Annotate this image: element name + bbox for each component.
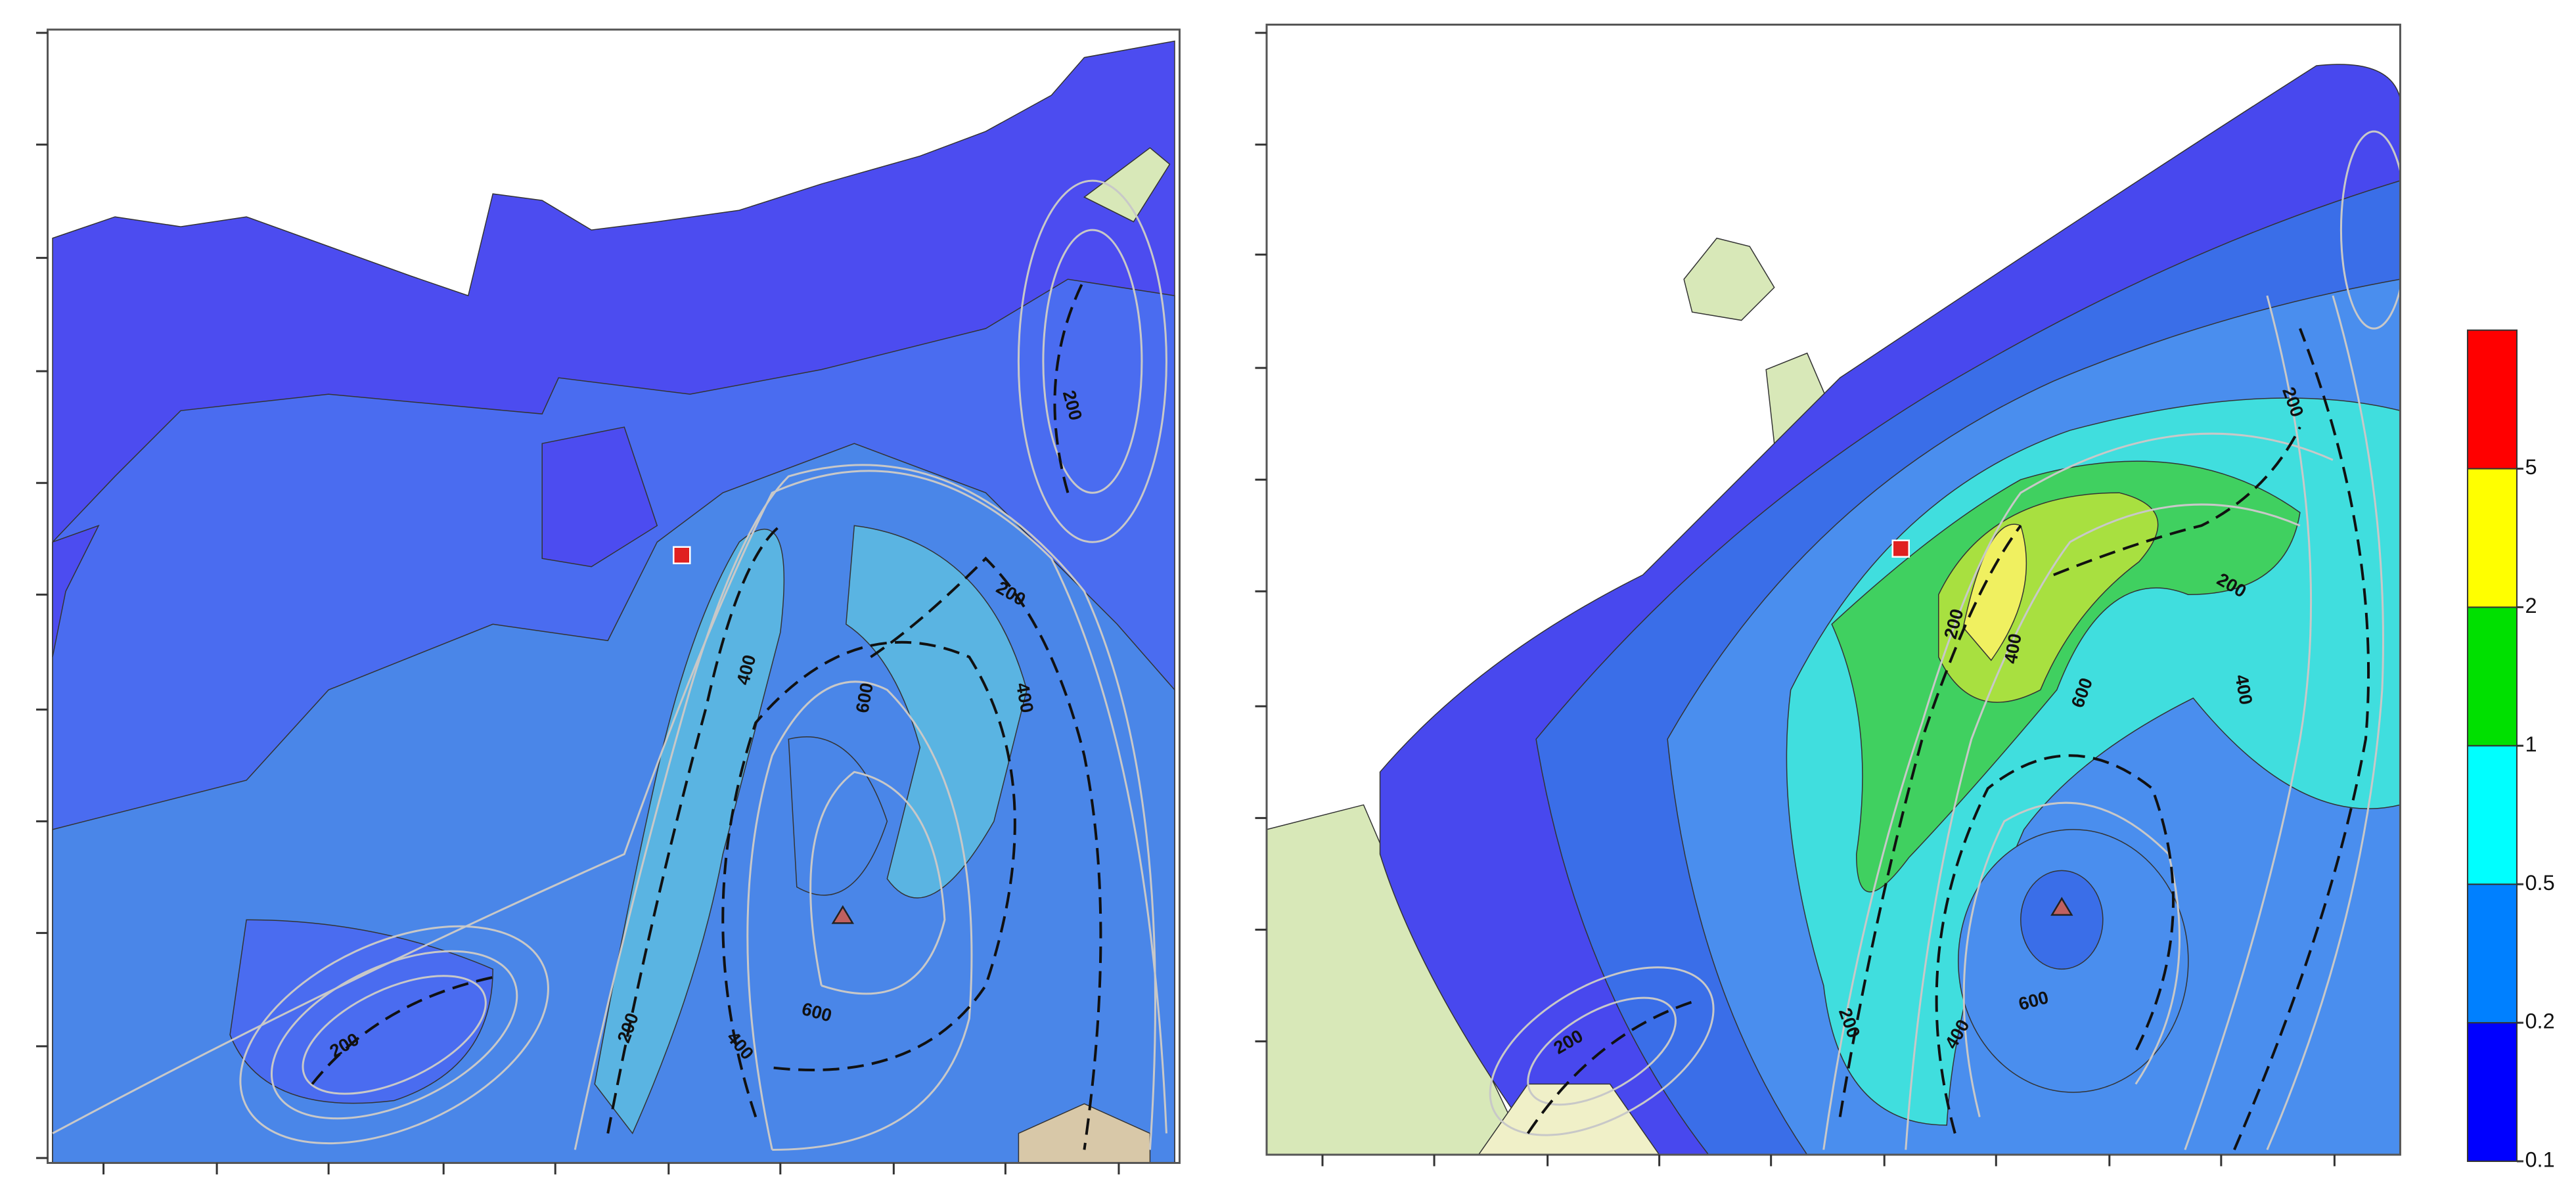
colorbar-label: 0.2 <box>2525 1010 2554 1033</box>
contour-label: 600 <box>851 681 876 715</box>
map-shape <box>2184 295 2313 1150</box>
map-shape <box>1962 801 2181 1117</box>
colorbar-band <box>2466 1022 2518 1162</box>
site-marker <box>1891 539 1910 558</box>
left-frame <box>47 28 1181 1164</box>
map-shape <box>1683 237 1775 321</box>
map-shape <box>1053 279 1086 493</box>
colorbar: 0.1 0.2 0.5 1 2 5 <box>2466 329 2555 1172</box>
map-shape <box>594 529 785 1134</box>
colorbar-label: 1 <box>2525 732 2537 756</box>
map-shape <box>239 925 549 1145</box>
colorbar-band <box>2466 468 2518 608</box>
map-shape <box>721 640 1016 1118</box>
colorbar-band <box>2466 883 2518 1024</box>
left-map <box>47 30 1180 1163</box>
site-marker <box>673 546 691 564</box>
dashed-contours <box>311 279 1102 1150</box>
map-shape <box>311 975 493 1085</box>
map-shape <box>2266 295 2384 1151</box>
left-axis-ticks <box>36 32 1120 1174</box>
gray-contours <box>1489 130 2401 1151</box>
map-shape <box>574 464 1156 1150</box>
colorbar-band <box>2466 745 2518 885</box>
map-shape <box>1017 179 1167 543</box>
map-shape <box>846 525 1028 899</box>
map-shape <box>2233 328 2370 1151</box>
map-shape <box>1489 966 1715 1136</box>
colorbar-label: 2 <box>2525 594 2537 617</box>
contour-label: 400 <box>1012 681 1037 715</box>
map-shape <box>746 680 973 1151</box>
map-shape <box>1478 1083 1660 1155</box>
right-frame <box>1265 24 2401 1156</box>
contour-label: 400 <box>2000 632 2025 665</box>
map-shape <box>1526 1000 1693 1134</box>
map-shape <box>606 524 782 1134</box>
colorbar-label: 0.1 <box>2525 1148 2554 1172</box>
colorbar-band <box>2466 606 2518 747</box>
map-shape <box>541 426 658 568</box>
map-shape <box>1838 525 2022 1117</box>
map-shape <box>809 770 946 995</box>
dashed-contours <box>1526 328 2370 1151</box>
right-map <box>1266 24 2401 1155</box>
map-shape <box>1083 147 1171 223</box>
map-shape <box>1831 460 2301 893</box>
map-shape <box>2339 130 2401 330</box>
map-shape <box>270 950 518 1120</box>
map-shape <box>2053 426 2301 577</box>
contour-label: 400 <box>2231 673 2256 707</box>
peak-marker <box>831 904 855 924</box>
map-shape <box>2020 870 2104 970</box>
map-shape <box>229 919 493 1104</box>
map-shape <box>1042 229 1143 494</box>
map-shape <box>1527 996 1677 1106</box>
map-shape <box>302 975 487 1095</box>
colorbar-band <box>2466 329 2518 470</box>
gray-contours <box>52 179 1167 1151</box>
map-shape <box>1935 754 2175 1134</box>
colorbar-label: 5 <box>2525 455 2537 479</box>
map-shape <box>1822 432 2334 1150</box>
peak-marker <box>2050 897 2073 916</box>
map-shape <box>1905 503 2301 1150</box>
colorbar-label: 0.5 <box>2525 871 2554 895</box>
map-shape <box>870 556 1102 1150</box>
map-shape <box>52 524 100 658</box>
right-axis-ticks <box>1255 32 2336 1167</box>
